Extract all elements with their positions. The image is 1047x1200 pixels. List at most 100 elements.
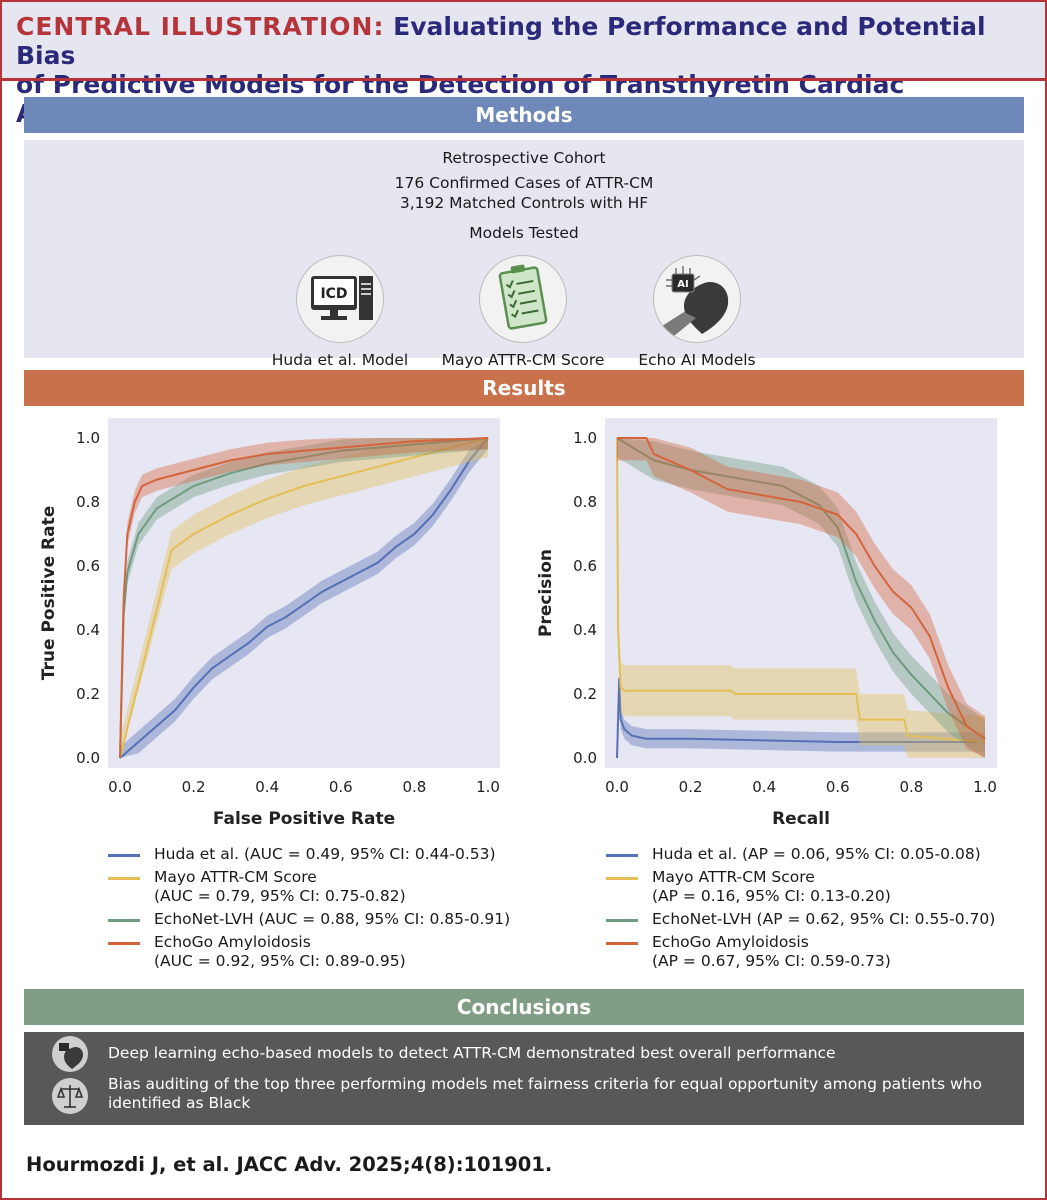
model-label-echo-ai: Echo AI Models: [638, 351, 756, 369]
conclusions-heading: Conclusions: [456, 995, 592, 1019]
y-tick-label: 0.2: [573, 685, 597, 703]
x-tick-label: 0.4: [752, 778, 776, 796]
scales-of-justice-icon: [52, 1078, 88, 1114]
pr-legend-huda: Huda et al. (AP = 0.06, 95% CI: 0.05-0.0…: [606, 845, 1026, 864]
legend-text: EchoNet-LVH (AUC = 0.88, 95% CI: 0.85-0.…: [154, 910, 511, 928]
methods-heading: Methods: [475, 103, 573, 127]
model-echo-ai: AI Echo AI Models: [624, 255, 770, 369]
legend-text: EchoGo Amyloidosis: [652, 933, 809, 951]
y-tick-label: 0.6: [573, 557, 597, 575]
pr-legend-echogo: EchoGo Amyloidosis (AP = 0.67, 95% CI: 0.…: [606, 933, 1026, 971]
results-bar: Results: [24, 370, 1024, 406]
legend-text: Huda et al. (AP = 0.06, 95% CI: 0.05-0.0…: [652, 845, 981, 863]
methods-panel: Retrospective Cohort 176 Confirmed Cases…: [24, 140, 1024, 369]
models-tested-title: Models Tested: [469, 224, 579, 242]
y-tick-label: 1.0: [76, 429, 100, 447]
y-tick-label: 0.0: [573, 749, 597, 767]
roc-legend-echonet: EchoNet-LVH (AUC = 0.88, 95% CI: 0.85-0.…: [108, 910, 528, 929]
y-tick-label: 1.0: [573, 429, 597, 447]
ai-heart-icon: [52, 1036, 88, 1072]
legend-swatch: [108, 854, 140, 857]
x-tick-label: 0.2: [182, 778, 206, 796]
x-tick-label: 0.8: [402, 778, 426, 796]
legend-swatch: [606, 942, 638, 945]
cohort-cases: 176 Confirmed Cases of ATTR-CM: [394, 174, 654, 192]
series-line-mayo: [616, 437, 986, 743]
x-tick-label: 1.0: [973, 778, 997, 796]
ci-band-echogo: [120, 438, 488, 758]
ai-heart-icon: AI: [653, 255, 741, 343]
methods-bar: Methods: [24, 97, 1024, 133]
series-line-huda: [119, 437, 489, 759]
precision-recall-chart-svg: 0.0 0.2 0.4 0.6 0.8 1.0 0.0 0.2 0.4 0.6 0.8 1.0 Reca…: [536, 418, 997, 829]
x-tick-label: 0.0: [108, 778, 132, 796]
icd-text: ICD: [320, 286, 347, 302]
model-mayo: Mayo ATTR-CM Score: [438, 255, 608, 369]
y-tick-label: 0.8: [573, 493, 597, 511]
legend-text: Mayo ATTR-CM Score: [652, 868, 815, 886]
y-tick-label: 0.2: [76, 685, 100, 703]
central-illustration-label: CENTRAL ILLUSTRATION:: [16, 12, 385, 41]
legend-swatch: [606, 854, 638, 857]
x-tick-label: 0.2: [679, 778, 703, 796]
legend-swatch: [108, 942, 140, 945]
ci-band-mayo: [617, 438, 985, 758]
legend-swatch: [108, 919, 140, 922]
x-axis-label: Recall: [772, 809, 830, 829]
results-heading: Results: [482, 376, 566, 400]
conclusion-item-2: Bias auditing of the top three performin…: [108, 1075, 982, 1112]
series-line-echogo: [119, 437, 489, 759]
series-line-echonet: [119, 437, 489, 759]
ci-band-huda: [120, 438, 488, 758]
model-huda: ICD Huda et al. Model: [270, 255, 410, 369]
x-tick-label: 0.8: [899, 778, 923, 796]
cohort-controls: 3,192 Matched Controls with HF: [399, 194, 649, 212]
citation: Hourmozdi J, et al. JACC Adv. 2025;4(8):…: [26, 1153, 553, 1176]
roc-chart-svg: 0.0 0.2 0.4 0.6 0.8 1.0 0.0 0.2 0.4 0.6 0.8 1.0 Fals…: [39, 418, 500, 829]
x-tick-label: 0.4: [255, 778, 279, 796]
roc-chart: 0.0 0.2 0.4 0.6 0.8 1.0 0.0 0.2 0.4 0.6 0.8 1.0 Fals…: [30, 410, 520, 835]
y-tick-label: 0.0: [76, 749, 100, 767]
title-separator: [2, 78, 1045, 81]
roc-legend-huda: Huda et al. (AUC = 0.49, 95% CI: 0.44-0.…: [108, 845, 528, 864]
pr-legend: Huda et al. (AP = 0.06, 95% CI: 0.05-0.0…: [606, 845, 1026, 975]
legend-text-2: (AUC = 0.92, 95% CI: 0.89-0.95): [154, 952, 406, 970]
x-tick-label: 0.0: [605, 778, 629, 796]
pr-legend-echonet: EchoNet-LVH (AP = 0.62, 95% CI: 0.55-0.7…: [606, 910, 1026, 929]
clipboard-checklist-icon: [479, 255, 567, 343]
series-line-echogo: [617, 437, 986, 740]
y-tick-label: 0.6: [76, 557, 100, 575]
roc-legend-echogo: EchoGo Amyloidosis (AUC = 0.92, 95% CI: 0…: [108, 933, 528, 971]
conclusions-bar: Conclusions: [24, 989, 1024, 1025]
y-tick-label: 0.4: [573, 621, 597, 639]
legend-text: EchoGo Amyloidosis: [154, 933, 311, 951]
precision-recall-chart: 0.0 0.2 0.4 0.6 0.8 1.0 0.0 0.2 0.4 0.6 0.8 1.0 Reca…: [525, 410, 1020, 835]
cohort-title: Retrospective Cohort: [442, 149, 606, 167]
model-label-huda: Huda et al. Model: [271, 351, 409, 369]
ci-band-huda: [617, 668, 985, 758]
legend-text-2: (AP = 0.16, 95% CI: 0.13-0.20): [652, 887, 891, 905]
ci-band-mayo: [120, 438, 488, 758]
model-label-mayo: Mayo ATTR-CM Score: [441, 351, 605, 369]
ai-chip-text: AI: [677, 279, 688, 290]
plot-area: [108, 418, 500, 768]
x-tick-label: 0.6: [826, 778, 850, 796]
roc-legend-mayo: Mayo ATTR-CM Score (AUC = 0.79, 95% CI: 0…: [108, 868, 528, 906]
legend-text-2: (AP = 0.67, 95% CI: 0.59-0.73): [652, 952, 891, 970]
legend-swatch: [606, 919, 638, 922]
conclusions-panel: Deep learning echo-based models to detec…: [24, 1032, 1024, 1125]
y-tick-label: 0.8: [76, 493, 100, 511]
legend-text: EchoNet-LVH (AP = 0.62, 95% CI: 0.55-0.7…: [652, 910, 996, 928]
legend-text: Huda et al. (AUC = 0.49, 95% CI: 0.44-0.…: [154, 845, 496, 863]
legend-swatch: [606, 877, 638, 880]
series-line-echonet: [616, 437, 986, 740]
legend-swatch: [108, 877, 140, 880]
x-tick-label: 1.0: [476, 778, 500, 796]
title-banner: CENTRAL ILLUSTRATION: Evaluating the Per…: [2, 2, 1045, 128]
title-line-1: Evaluating the Performance and Potential…: [16, 12, 986, 70]
series-line-huda: [616, 677, 985, 759]
y-axis-label: Precision: [536, 549, 556, 637]
series-line-mayo: [119, 437, 489, 759]
y-tick-label: 0.4: [76, 621, 100, 639]
